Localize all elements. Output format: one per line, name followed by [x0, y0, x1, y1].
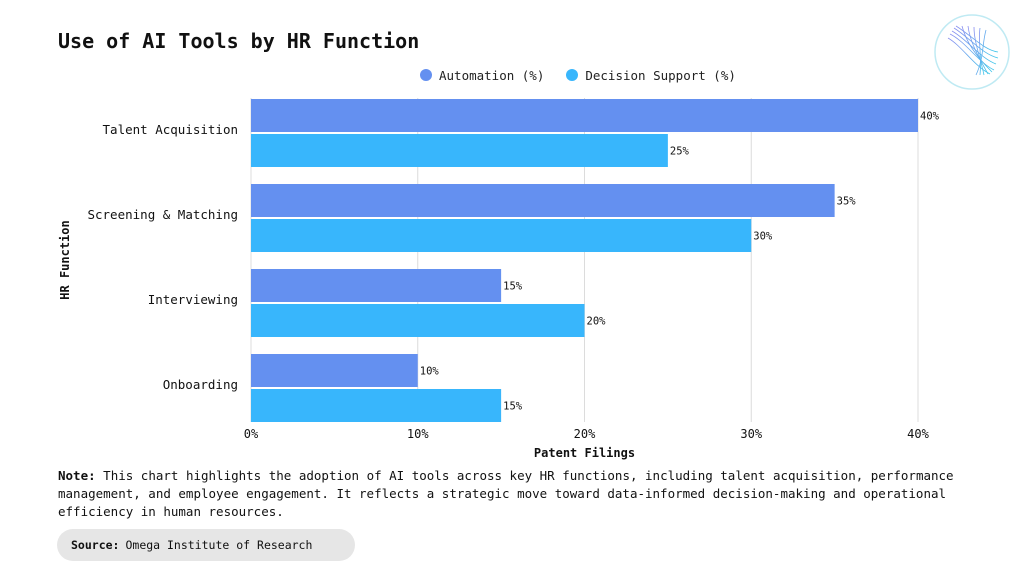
legend-label-decision-support: Decision Support (%) — [585, 67, 736, 83]
x-tick-label: 30% — [740, 427, 762, 441]
bar-chart: 40% 25% Talent Acquisition 35% 30% Screening … — [58, 98, 940, 460]
source-label: Source: — [71, 538, 120, 552]
chart-note: Note: This chart highlights the adoption… — [58, 467, 978, 521]
legend-item-decision-support[interactable]: Decision Support (%) — [566, 68, 736, 83]
bar-value-label: 15% — [503, 401, 523, 413]
legend-item-automation[interactable]: Automation (%) — [420, 68, 544, 83]
chart-title: Use of AI Tools by HR Function — [58, 29, 420, 53]
chart-legend: Automation (%) Decision Support (%) — [420, 66, 758, 84]
bar-value-label: 35% — [837, 196, 857, 208]
bar-value-label: 20% — [587, 316, 607, 328]
bar — [251, 99, 918, 132]
source-badge: Source: Omega Institute of Research — [57, 529, 355, 561]
source-text: Omega Institute of Research — [125, 538, 313, 552]
x-tick-label: 0% — [244, 427, 259, 441]
legend-dot-decision-support — [566, 69, 579, 81]
bar-value-label: 40% — [920, 111, 940, 123]
bar-value-label: 15% — [503, 281, 523, 293]
bar — [251, 389, 502, 422]
brand-logo — [934, 14, 1010, 90]
legend-dot-automation — [420, 69, 432, 81]
y-axis-title: HR Function — [58, 220, 72, 299]
y-tick-label: Onboarding — [163, 377, 238, 392]
y-tick-label: Talent Acquisition — [103, 122, 238, 137]
x-tick-label: 10% — [407, 427, 429, 441]
x-tick-label: 40% — [907, 427, 929, 441]
bar — [251, 184, 835, 217]
bar-value-label: 10% — [420, 366, 440, 378]
bar — [251, 134, 668, 167]
x-tick-label: 20% — [574, 427, 596, 441]
legend-label-automation: Automation (%) — [439, 67, 545, 83]
x-axis-title: Patent Filings — [534, 446, 635, 460]
bar-value-label: 25% — [670, 146, 690, 158]
bar-value-label: 30% — [753, 231, 773, 243]
y-tick-label: Interviewing — [148, 292, 238, 307]
note-text: This chart highlights the adoption of AI… — [58, 468, 954, 519]
bar — [251, 219, 752, 252]
bar — [251, 269, 502, 302]
note-label: Note: — [58, 468, 96, 483]
bar — [251, 304, 585, 337]
y-tick-label: Screening & Matching — [87, 207, 238, 222]
bar — [251, 354, 418, 387]
